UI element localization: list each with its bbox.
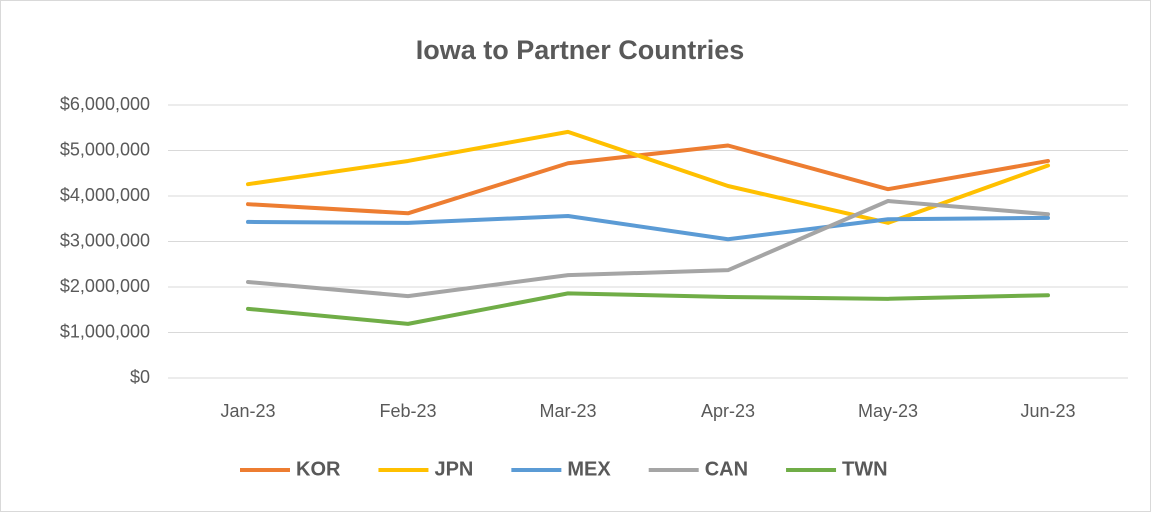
- line-series: [246, 129, 1050, 225]
- y-tick-label: $3,000,000: [60, 230, 150, 250]
- line-series: [246, 199, 1050, 299]
- y-tick-label: $5,000,000: [60, 139, 150, 159]
- legend-label: TWN: [842, 458, 888, 480]
- legend-label: CAN: [705, 458, 748, 480]
- y-tick-label: $4,000,000: [60, 185, 150, 205]
- y-tick-label: $2,000,000: [60, 276, 150, 296]
- x-tick-label: Feb-23: [379, 401, 436, 421]
- legend-label: MEX: [567, 458, 611, 480]
- x-tick-label: Mar-23: [539, 401, 596, 421]
- y-tick-label: $6,000,000: [60, 94, 150, 114]
- legend-label: KOR: [296, 458, 341, 480]
- x-tick-label: Apr-23: [701, 401, 755, 421]
- legend-label: JPN: [434, 458, 473, 480]
- x-tick-label: Jun-23: [1020, 401, 1075, 421]
- line-series: [246, 291, 1050, 326]
- y-tick-label: $0: [130, 367, 150, 387]
- line-series: [246, 143, 1050, 216]
- line-series: [246, 214, 1050, 242]
- x-tick-label: May-23: [858, 401, 918, 421]
- chart-title: Iowa to Partner Countries: [416, 35, 745, 65]
- y-tick-label: $1,000,000: [60, 321, 150, 341]
- x-tick-label: Jan-23: [220, 401, 275, 421]
